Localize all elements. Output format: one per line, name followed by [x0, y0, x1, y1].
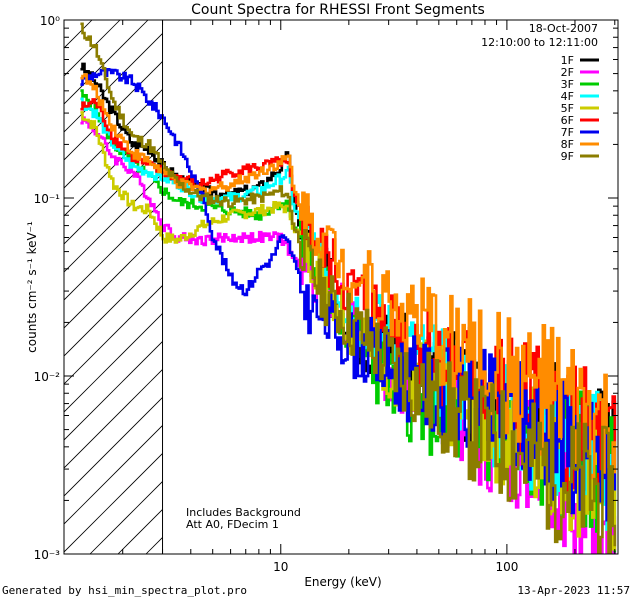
hatch-line	[64, 256, 163, 357]
axes: 10⁰ 10⁻¹ 10⁻² 10⁻³ 10 100	[34, 14, 618, 574]
hatch-line	[64, 228, 163, 329]
hatch-line	[64, 20, 93, 49]
legend-label-7F: 7F	[561, 126, 574, 139]
y-tick-label: 10⁻¹	[34, 192, 61, 206]
timestamp: 13-Apr-2023 11:57	[517, 584, 630, 597]
hatch-line	[64, 396, 163, 497]
hatch-line	[64, 144, 163, 245]
hatch-line	[64, 452, 163, 553]
chart-title: Count Spectra for RHESSI Front Segments	[191, 2, 485, 18]
annotation-2: Att A0, FDecim 1	[186, 518, 279, 531]
legend-label-9F: 9F	[561, 150, 574, 163]
series-9F	[80, 22, 617, 554]
y-tick-label: 10⁻²	[34, 370, 61, 384]
y-tick-label: 10⁻³	[34, 548, 61, 562]
y-axis-label: counts cm⁻² s⁻¹ keV⁻¹	[25, 221, 39, 353]
annotation-1: Includes Background	[186, 506, 301, 519]
y-tick-label: 10⁰	[40, 14, 60, 28]
legend-label-2F: 2F	[561, 66, 574, 79]
legend-label-5F: 5F	[561, 102, 574, 115]
hatch-line	[64, 20, 149, 105]
series-layer	[80, 22, 617, 554]
hatch-line	[64, 284, 163, 385]
hatch-line	[64, 368, 163, 469]
generated-by-note: Generated by hsi_min_spectra_plot.pro	[2, 584, 248, 597]
legend-label-3F: 3F	[561, 78, 574, 91]
hatch-line	[64, 116, 163, 217]
legend-time-range: 12:10:00 to 12:11:00	[481, 36, 598, 49]
hatch-line	[64, 88, 163, 189]
hatch-line	[64, 424, 163, 525]
legend-label-4F: 4F	[561, 90, 574, 103]
legend-date: 18-Oct-2007	[529, 22, 598, 35]
legend-label-8F: 8F	[561, 138, 574, 151]
x-tick-label: 10	[273, 560, 288, 574]
plot-frame	[63, 19, 619, 555]
x-axis-label: Energy (keV)	[304, 575, 381, 589]
x-tick-label: 100	[495, 560, 518, 574]
hatch-line	[64, 200, 163, 301]
legend-label-1F: 1F	[561, 54, 574, 67]
legend-label-6F: 6F	[561, 114, 574, 127]
hatch-line	[64, 172, 163, 273]
